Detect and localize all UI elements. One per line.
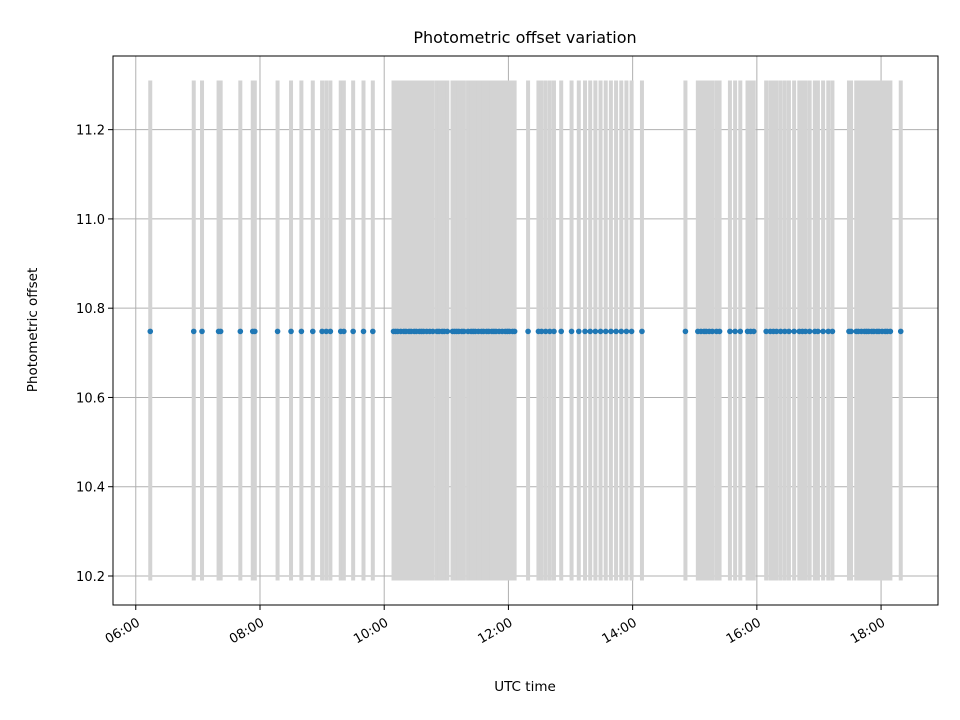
- data-point: [360, 328, 367, 335]
- data-point: [430, 328, 436, 335]
- data-point: [815, 328, 821, 335]
- data-point: [602, 328, 609, 335]
- chart-title: Photometric offset variation: [413, 28, 636, 47]
- y-tick-label: 11.0: [76, 213, 105, 228]
- data-point: [623, 328, 630, 335]
- data-point: [829, 328, 836, 335]
- data-point: [147, 328, 154, 335]
- data-point: [568, 328, 575, 335]
- data-point: [592, 328, 599, 335]
- data-point: [444, 328, 451, 335]
- data-point: [576, 328, 582, 335]
- data-point: [732, 328, 738, 335]
- data-point: [628, 328, 635, 335]
- data-point: [608, 328, 614, 335]
- data-point: [237, 328, 244, 335]
- data-point: [542, 328, 549, 335]
- data-point: [727, 328, 733, 335]
- data-point: [551, 328, 557, 335]
- data-point: [582, 328, 588, 335]
- data-point: [825, 328, 832, 335]
- y-tick-label: 10.8: [76, 302, 105, 317]
- data-point: [327, 328, 334, 335]
- data-point: [777, 328, 784, 335]
- data-point: [786, 328, 792, 335]
- data-point: [613, 328, 619, 335]
- data-point: [538, 328, 545, 335]
- data-point: [350, 328, 356, 335]
- data-point: [848, 328, 854, 335]
- data-point: [682, 328, 689, 335]
- data-point: [820, 328, 826, 335]
- x-axis-label: UTC time: [494, 679, 556, 695]
- data-point: [319, 328, 325, 335]
- data-point: [782, 328, 788, 335]
- y-axis-label: Photometric offset: [25, 268, 41, 392]
- data-points: [147, 328, 904, 335]
- data-point: [547, 328, 553, 335]
- data-point: [558, 328, 565, 335]
- data-point: [587, 328, 593, 335]
- data-point: [274, 328, 281, 335]
- data-point: [370, 328, 376, 335]
- data-point: [298, 328, 305, 335]
- data-point: [750, 328, 757, 335]
- data-point: [897, 328, 904, 335]
- data-point: [461, 328, 467, 335]
- y-tick-label: 10.2: [76, 570, 105, 585]
- data-point: [511, 328, 518, 335]
- plot-frame: [112, 55, 939, 606]
- y-tick-label: 11.2: [76, 124, 105, 139]
- data-point: [763, 328, 769, 335]
- y-tick-label: 10.6: [76, 391, 105, 406]
- data-point: [806, 328, 813, 335]
- y-axis-ticks: 10.2 10.4 10.6 10.8 11.0 11.2: [76, 124, 113, 585]
- data-point: [288, 328, 294, 335]
- data-point: [618, 328, 625, 335]
- data-point: [199, 328, 205, 335]
- data-point: [309, 328, 316, 335]
- y-tick-label: 10.4: [76, 481, 105, 496]
- data-point: [323, 328, 330, 335]
- data-point: [252, 328, 258, 335]
- data-point: [217, 328, 224, 335]
- data-point: [773, 328, 780, 335]
- data-point: [716, 328, 723, 335]
- data-point: [737, 328, 744, 335]
- data-point: [639, 328, 645, 335]
- data-point: [791, 328, 797, 335]
- data-point: [709, 328, 716, 335]
- data-point: [341, 328, 347, 335]
- data-point: [887, 328, 894, 335]
- data-point: [597, 328, 604, 335]
- data-point: [190, 328, 197, 335]
- data-point: [802, 328, 809, 335]
- data-point: [525, 328, 531, 335]
